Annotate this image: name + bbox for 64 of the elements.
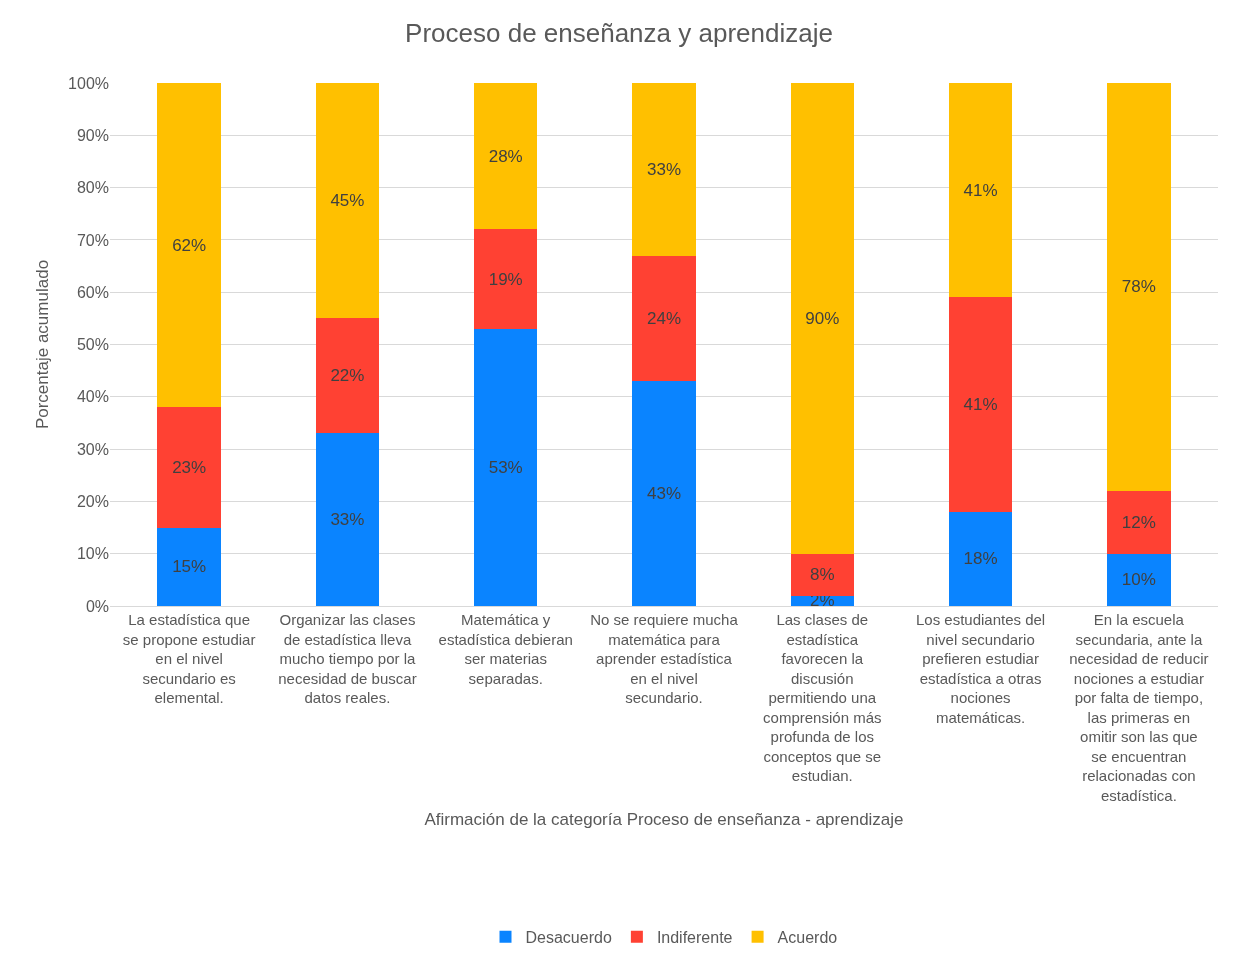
bar [790, 553, 854, 596]
bar [1107, 490, 1171, 554]
bar [474, 229, 538, 329]
y-tick-label: 80% [76, 179, 109, 197]
y-tick-label: 40% [76, 388, 109, 406]
category-label: En la escuela secundaria, ante la necesidad de reducir nociones a estudiar por falta de tiempo, las primeras en omitir son las que se encuentran relacionadas con estadística. [1069, 611, 1209, 804]
y-tick-label: 50% [76, 336, 109, 354]
bar [315, 318, 380, 434]
y-tick-label: 70% [76, 231, 109, 249]
bar [1107, 83, 1171, 491]
data-label: 90% [805, 308, 840, 328]
y-tick-label: 90% [76, 126, 109, 144]
bar [474, 328, 538, 606]
x-axis-title: Afirmación de la categoría Proceso de enseñanza - aprendizaje [424, 809, 904, 829]
y-tick-label: 20% [76, 493, 109, 510]
x-tick-label: Organizar las clases de estadística lleva mucho tiempo por la necesidad de buscar datos reales. [278, 611, 417, 706]
data-label: 28% [488, 146, 523, 166]
data-label: 43% [646, 484, 682, 504]
data-label: 18% [963, 549, 998, 569]
data-label: 22% [330, 366, 365, 386]
x-tick-label: No se requiere mucha matemática para aprender estadística en el nivel secundario. [590, 611, 739, 706]
bar [632, 381, 696, 606]
legend-label: Desacuerdo [525, 928, 612, 946]
y-tick-label: 100% [68, 74, 109, 92]
bar [1107, 553, 1171, 606]
data-label: 45% [330, 191, 365, 211]
bar [157, 407, 221, 528]
data-label: 33% [330, 510, 365, 530]
data-label: 62% [172, 235, 207, 255]
bar [157, 83, 221, 408]
bar [157, 527, 221, 606]
category-label: Las clases de estadística favorecen la discusión permitiendo una comprensión más profunda de los conceptos que se estudian. [763, 611, 882, 784]
x-tick-label: Los estudiantes del nivel secundario prefieren estudiar estadística a otras nociones matemáticas. [915, 611, 1046, 726]
bar [315, 433, 380, 606]
y-axis-title: Porcentaje acumulado [32, 259, 52, 430]
data-label: 15% [172, 557, 207, 577]
data-label: 41% [963, 395, 998, 415]
y-tick-label: 0% [85, 597, 109, 615]
data-label: 24% [646, 308, 682, 328]
bar [632, 83, 696, 256]
data-label: 33% [646, 159, 682, 179]
bar [790, 83, 854, 554]
bar [948, 83, 1013, 298]
x-tick-label: La estadística que se propone estudiar en el nivel secundario es elemental. [122, 611, 256, 706]
legend-label: Indiferente [656, 928, 733, 946]
data-label: 19% [488, 269, 523, 289]
legend-label: Acuerdo [777, 928, 838, 946]
data-label: 78% [1121, 277, 1156, 297]
data-label: 53% [488, 457, 523, 477]
y-tick-label: 60% [76, 283, 109, 301]
y-tick-label: 10% [76, 545, 109, 563]
chart-title: Proceso de enseñanza y aprendizaje [405, 18, 833, 49]
bar [948, 511, 1013, 606]
bar [474, 83, 538, 230]
bar [948, 297, 1013, 512]
data-label: 8% [810, 565, 835, 585]
y-tick-label: 30% [76, 440, 109, 458]
x-tick-label: Matemática y estadística debieran ser materias separadas. [438, 611, 573, 687]
data-label: 10% [1121, 570, 1156, 590]
bar [315, 83, 380, 319]
bar [632, 255, 696, 382]
data-label: 23% [172, 457, 207, 477]
data-label: 41% [963, 180, 998, 200]
data-label: 12% [1121, 512, 1156, 532]
